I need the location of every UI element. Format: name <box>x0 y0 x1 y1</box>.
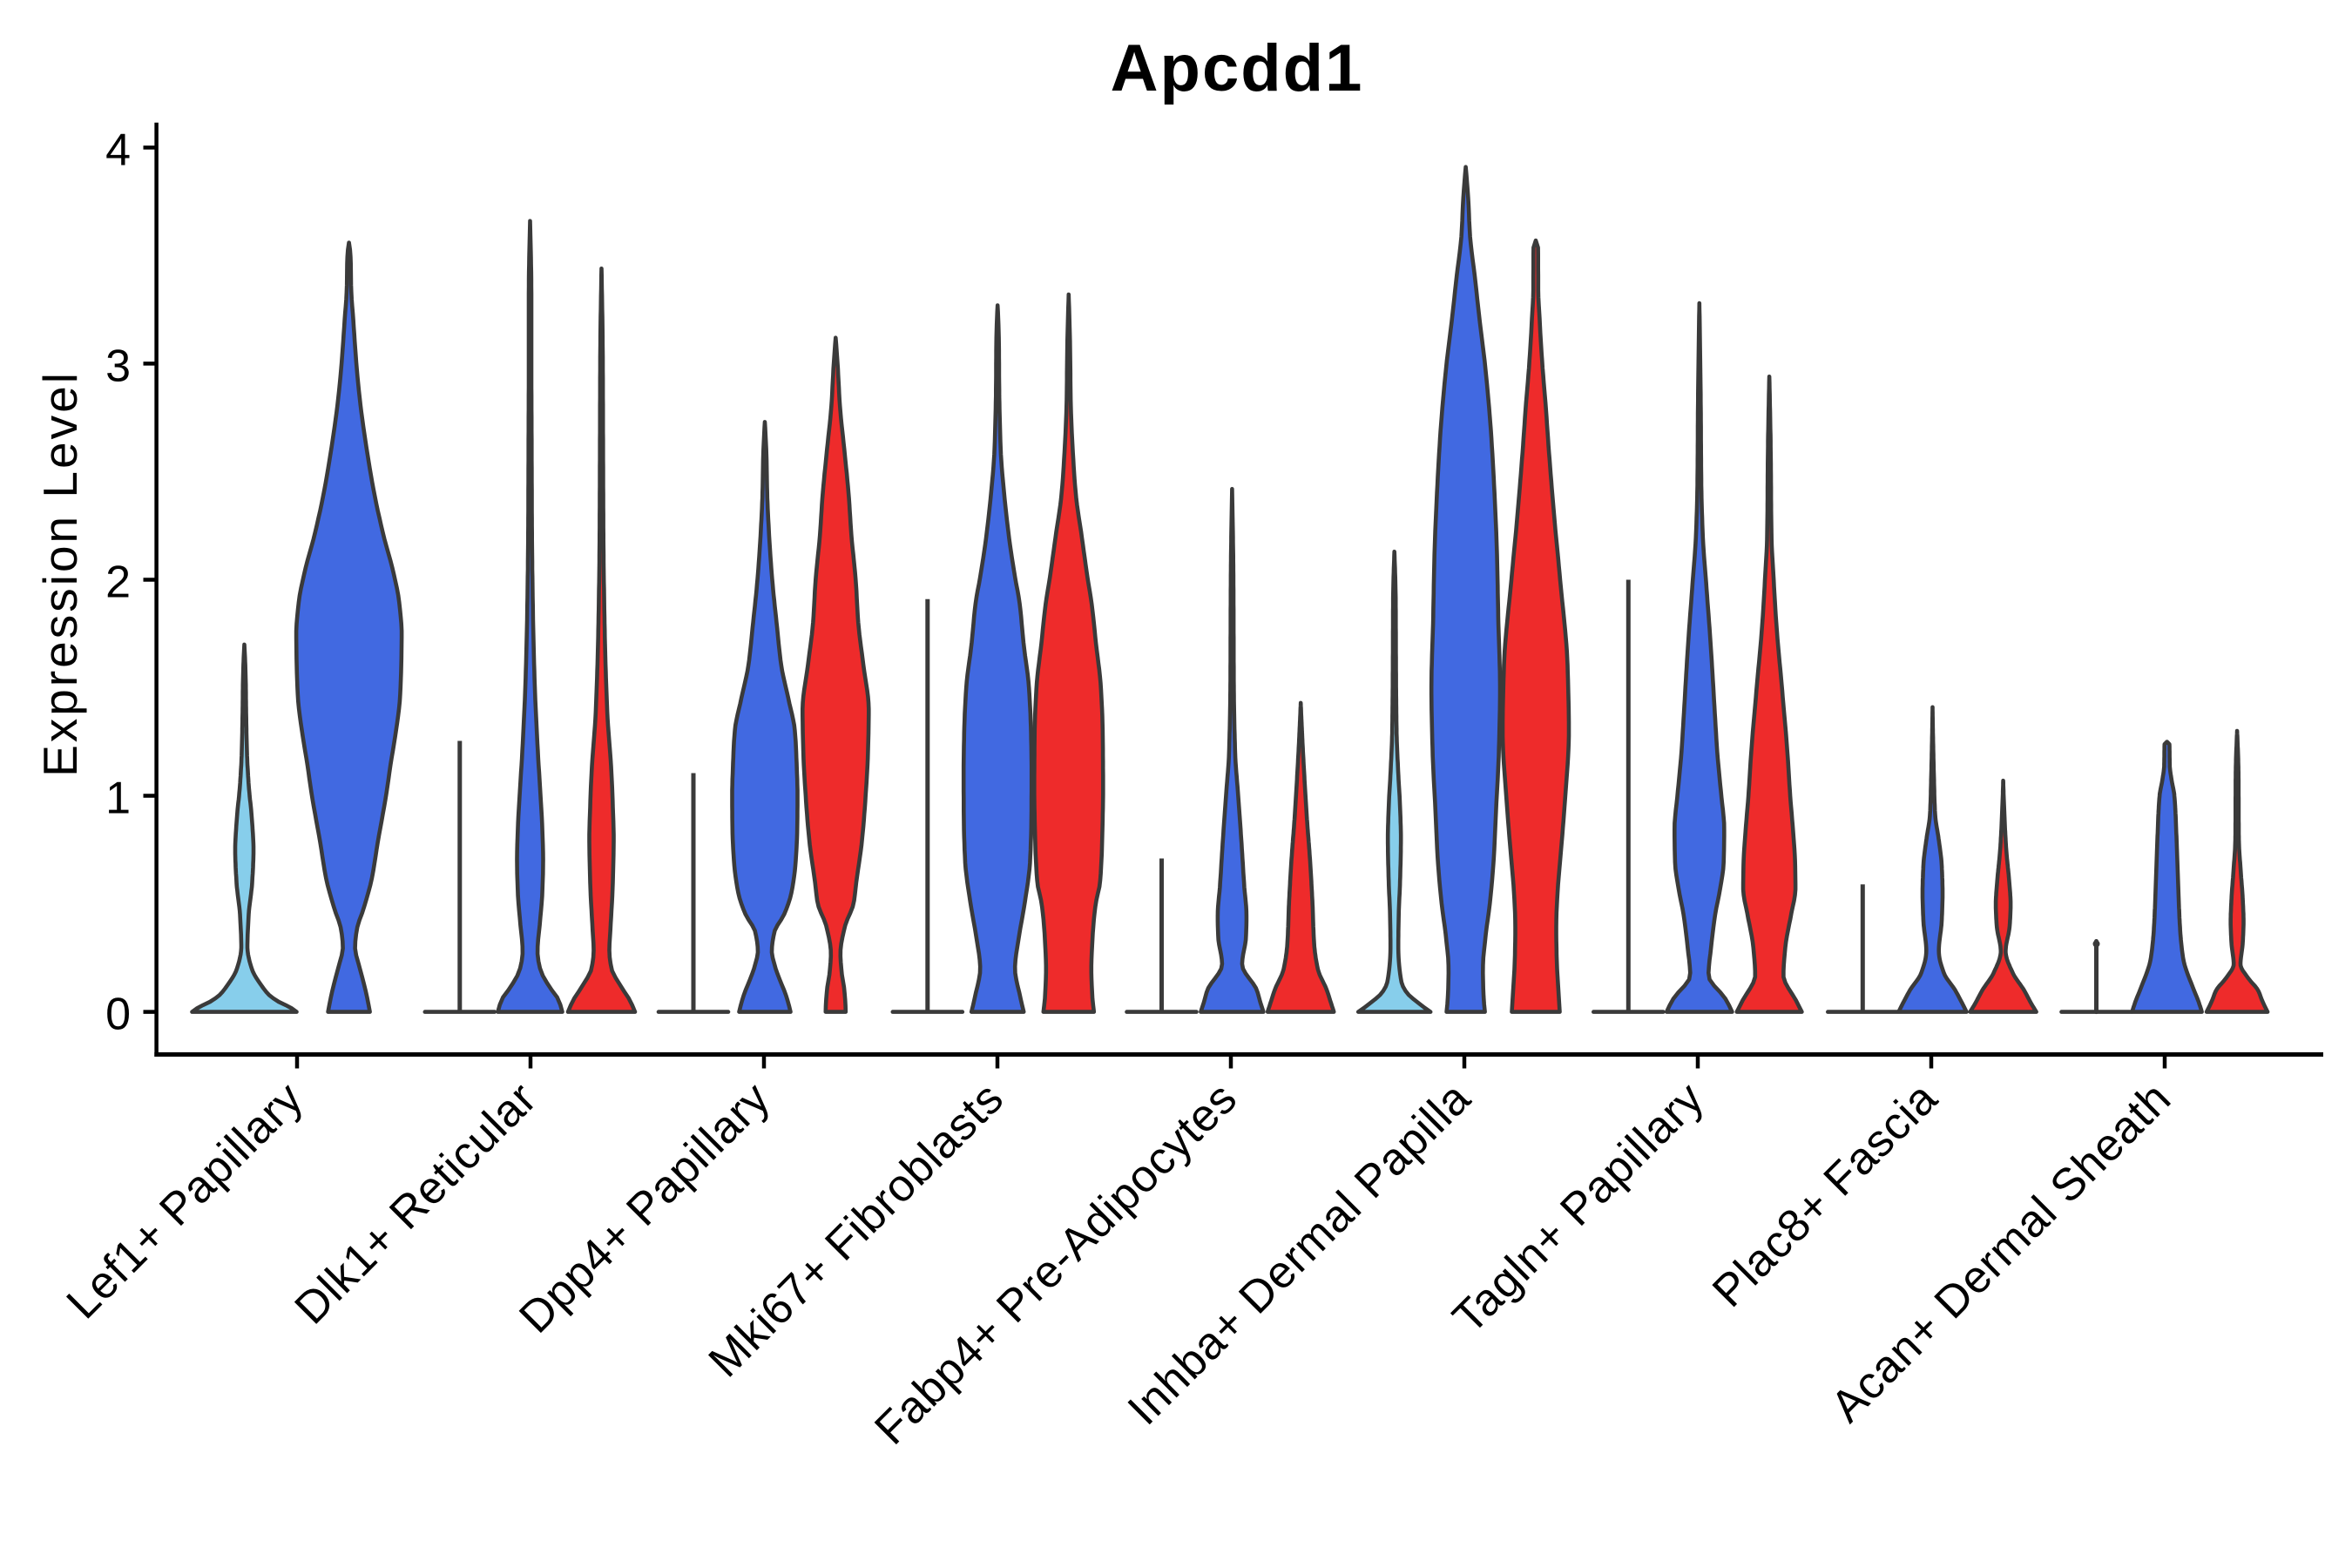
svg-text:2: 2 <box>105 558 131 608</box>
svg-text:1: 1 <box>105 774 131 824</box>
svg-text:3: 3 <box>105 341 131 391</box>
svg-text:4: 4 <box>105 125 131 175</box>
svg-text:Apcdd1: Apcdd1 <box>1111 31 1364 105</box>
svg-text:Expression Level: Expression Level <box>33 370 87 777</box>
svg-text:0: 0 <box>105 990 131 1040</box>
